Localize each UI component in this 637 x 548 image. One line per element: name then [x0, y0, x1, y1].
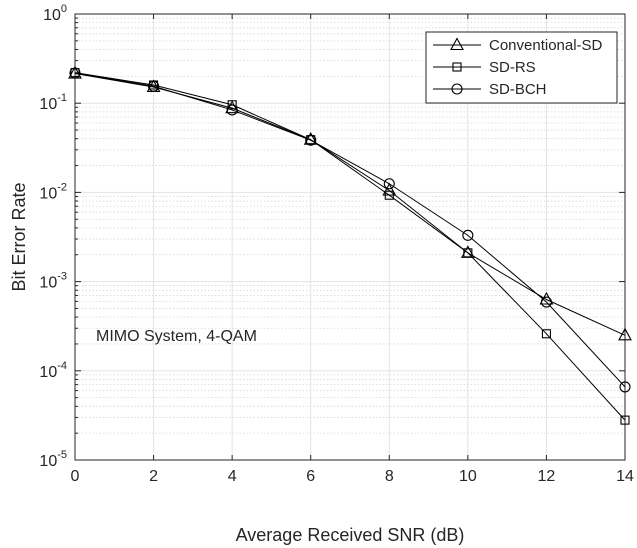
grid [75, 14, 625, 460]
data-point-sd-rs [541, 329, 551, 339]
y-axis-label: Bit Error Rate [9, 182, 29, 291]
data-point-sd-bch [462, 229, 474, 241]
x-tick-label: 6 [306, 468, 315, 485]
x-tick-label: 2 [149, 468, 158, 485]
data-point-sd-bch [305, 134, 317, 146]
series-line-sd-bch [74, 72, 626, 388]
x-tick-label: 12 [538, 468, 556, 485]
x-axis-label: Average Received SNR (dB) [236, 525, 465, 545]
series-layer [68, 65, 632, 425]
y-tick-label: 10-4 [39, 360, 67, 381]
data-point-sd-bch [148, 80, 160, 92]
data-point-sd-bch [619, 381, 631, 393]
x-tick-label: 0 [71, 468, 80, 485]
plot-frame [74, 13, 626, 461]
legend-marker-sd-bch [451, 83, 463, 95]
data-point-conventional-sd [225, 100, 240, 114]
x-tick-label: 4 [228, 468, 237, 485]
data-point-conventional-sd [618, 327, 632, 341]
legend-label-sd-bch: SD-BCH [489, 81, 547, 98]
data-point-sd-rs [227, 100, 237, 110]
data-point-sd-rs [384, 190, 394, 200]
legend-marker-conventional-sd [450, 37, 464, 51]
data-point-conventional-sd [382, 182, 397, 196]
legend-marker-sd-rs [452, 62, 462, 72]
data-point-sd-bch [540, 296, 552, 308]
data-point-sd-rs [70, 68, 80, 78]
y-tick-label: 10-1 [39, 92, 67, 113]
x-tick-label: 14 [616, 468, 634, 485]
x-tick-label: 8 [385, 468, 394, 485]
series-line-sd-rs [74, 72, 626, 421]
y-tick-label: 10-2 [39, 181, 67, 202]
data-point-sd-bch [226, 104, 238, 116]
x-tick-label: 10 [459, 468, 477, 485]
data-point-sd-bch [69, 67, 81, 79]
y-tick-label: 100 [43, 3, 67, 24]
data-point-sd-rs [463, 248, 473, 258]
legend-label-conventional-sd: Conventional-SD [489, 37, 603, 54]
axis-ticks: 0 2 4 6 8 10 12 14 100 10-1 10-2 10-3 10-4 10-5 [39, 3, 634, 485]
legend-label-sd-rs: SD-RS [489, 59, 536, 76]
legend: Conventional-SD SD-RS SD-BCH [425, 31, 618, 104]
y-tick-label: 10-5 [39, 449, 67, 470]
data-point-sd-rs [620, 415, 630, 425]
annotation-text: MIMO System, 4-QAM [96, 328, 257, 345]
y-tick-label: 10-3 [39, 271, 67, 292]
data-point-sd-bch [383, 178, 395, 190]
